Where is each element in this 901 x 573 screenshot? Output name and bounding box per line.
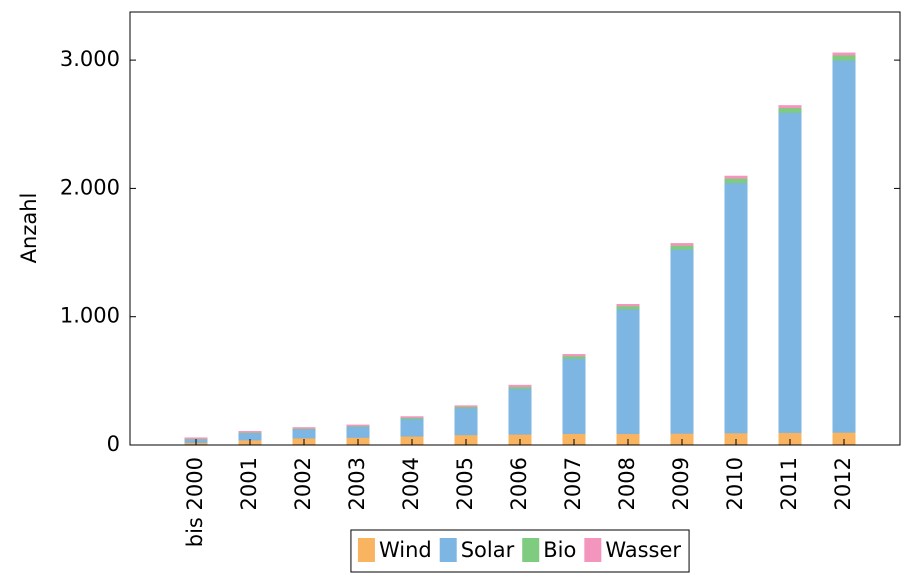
x-tick-label: 2002 <box>291 457 315 510</box>
x-tick-label: bis 2000 <box>183 457 207 547</box>
bar-segment <box>400 418 424 437</box>
legend-label: Solar <box>461 538 515 562</box>
legend-label: Wasser <box>605 538 681 562</box>
x-tick-label: 2001 <box>237 457 261 510</box>
bar-segment <box>454 405 478 408</box>
y-axis-label: Anzahl <box>17 193 41 264</box>
x-tick-label: 2007 <box>561 457 585 510</box>
bar-segment <box>184 437 208 440</box>
y-tick-label: 0 <box>107 432 120 456</box>
x-tick-label: 2005 <box>453 457 477 510</box>
legend-swatch <box>522 538 540 562</box>
bar-segment <box>508 384 532 388</box>
x-tick-label: 2004 <box>399 457 423 510</box>
bar-segment <box>724 177 748 184</box>
bar-segment <box>832 59 856 433</box>
bar-segment <box>562 357 586 434</box>
bar-segment <box>670 248 694 434</box>
bar-segment <box>832 54 856 61</box>
plot-frame <box>129 11 901 446</box>
legend: Wind Solar Bio Wasser <box>350 529 690 573</box>
x-tick-label: 2010 <box>723 457 747 510</box>
bar-segment <box>778 107 802 113</box>
bar-segment <box>670 244 694 250</box>
bar-segment <box>238 431 262 433</box>
bar-segment <box>400 416 424 418</box>
legend-label: Bio <box>543 538 576 562</box>
y-tick-label: 2.000 <box>60 175 120 199</box>
bar-segment <box>616 308 640 434</box>
legend-swatch <box>439 538 457 562</box>
x-tick-label: 2012 <box>831 457 855 510</box>
y-tick-label: 1.000 <box>60 304 120 328</box>
legend-box <box>350 529 690 573</box>
x-tick-label: 2008 <box>615 457 639 510</box>
bar-segment <box>832 52 856 56</box>
bar-segment <box>778 105 802 109</box>
bar-segment <box>454 407 478 436</box>
legend-swatch <box>357 538 375 562</box>
bar-segment <box>346 424 370 427</box>
bar-segment <box>292 428 316 439</box>
x-tick-label: 2003 <box>345 457 369 510</box>
x-tick-label: 2009 <box>669 457 693 510</box>
bar-segment <box>508 388 532 435</box>
bar-segment <box>238 432 262 441</box>
bar-segment <box>616 304 640 307</box>
bar-segment <box>346 425 370 438</box>
bar-segment <box>724 182 748 434</box>
bar-segment <box>778 111 802 433</box>
bar-segment <box>292 427 316 429</box>
x-tick-label: 2006 <box>507 457 531 510</box>
legend-swatch <box>584 538 602 562</box>
bar-segment <box>670 243 694 246</box>
bar-segment <box>562 354 586 357</box>
y-tick-label: 3.000 <box>60 47 120 71</box>
legend-label: Wind <box>379 538 432 562</box>
x-tick-label: 2011 <box>777 457 801 510</box>
bar-segment <box>724 175 748 179</box>
